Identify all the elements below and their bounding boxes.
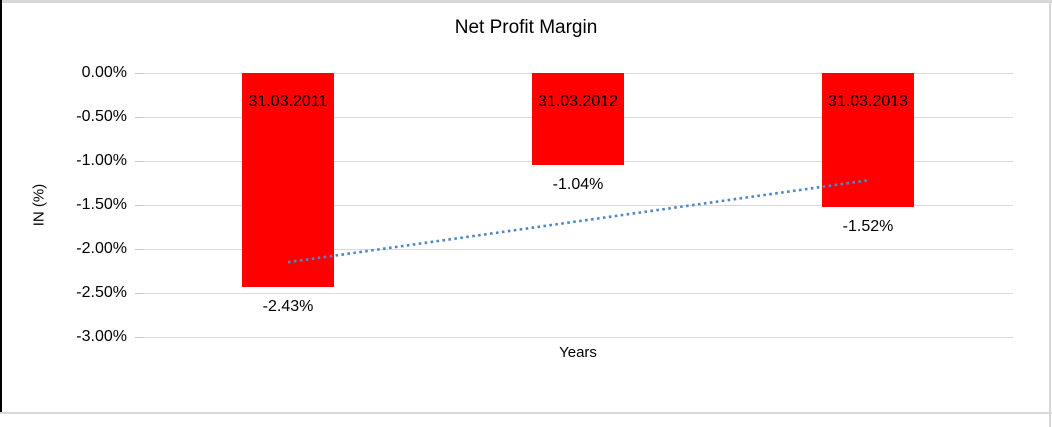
y-axis-tick-label: -1.00% bbox=[76, 152, 127, 169]
y-axis-tick bbox=[135, 337, 143, 338]
y-axis-tick bbox=[135, 205, 143, 206]
category-label: 31.03.2011 bbox=[248, 93, 328, 110]
data-label: -2.43% bbox=[262, 297, 314, 315]
data-label: -1.52% bbox=[842, 217, 894, 235]
frame-border-left bbox=[0, 0, 2, 412]
chart-title: Net Profit Margin bbox=[454, 17, 598, 38]
y-axis-tick-label: -2.50% bbox=[76, 284, 127, 301]
y-axis-tick bbox=[135, 161, 143, 162]
gridline bbox=[143, 337, 1013, 338]
gridline bbox=[143, 293, 1013, 294]
category-label: 31.03.2013 bbox=[827, 93, 909, 110]
y-axis-tick bbox=[135, 117, 143, 118]
bar bbox=[532, 73, 624, 165]
y-axis-tick-label: -1.50% bbox=[76, 196, 127, 213]
y-axis-tick bbox=[135, 73, 143, 74]
frame-border-right bbox=[1049, 0, 1051, 427]
y-axis-tick-label: 0.00% bbox=[81, 64, 127, 81]
y-axis-tick bbox=[135, 293, 143, 294]
data-label: -1.04% bbox=[552, 175, 604, 193]
y-axis-tick-label: -2.00% bbox=[76, 240, 127, 257]
frame-border-top bbox=[0, 0, 1052, 3]
y-axis-tick-label: -3.00% bbox=[76, 328, 127, 345]
y-axis-tick bbox=[135, 249, 143, 250]
category-label: 31.03.2012 bbox=[537, 93, 619, 110]
x-axis-title: Years bbox=[559, 344, 597, 361]
y-axis-tick-label: -0.50% bbox=[76, 108, 127, 125]
frame-border-bottom bbox=[0, 412, 1052, 414]
